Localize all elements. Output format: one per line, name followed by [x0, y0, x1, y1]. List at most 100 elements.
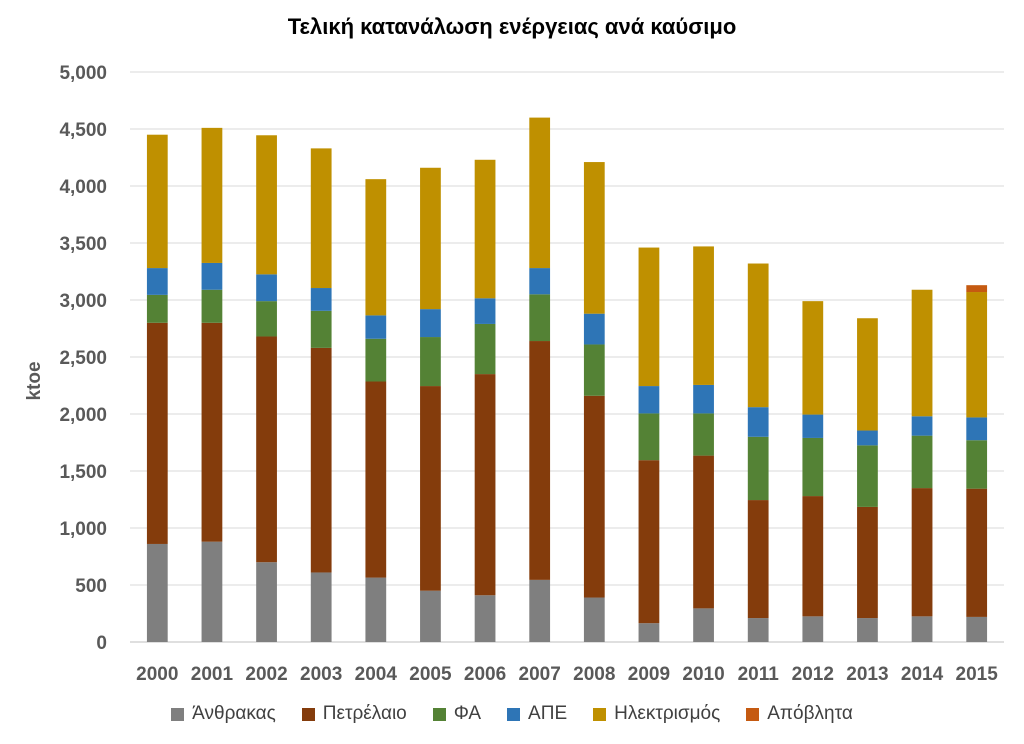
chart-title: Τελική κατανάλωση ενέργειας ανά καύσιμο	[287, 14, 737, 39]
bar-segment	[911, 435, 933, 489]
x-tick-label: 2012	[792, 664, 834, 685]
bar-segment	[638, 413, 660, 461]
legend-label: ΑΠΕ	[528, 703, 568, 724]
legend-label: Ηλεκτρισμός	[614, 703, 721, 724]
bar-segment	[365, 315, 387, 339]
bar-segment	[966, 292, 988, 418]
bar-segment	[857, 618, 878, 642]
bar-segment	[201, 262, 223, 290]
bar-segment	[420, 590, 441, 642]
x-tick-label: 2004	[355, 664, 398, 685]
bar-segment	[365, 179, 387, 316]
bar-segment	[474, 595, 496, 642]
bar-segment	[802, 616, 824, 642]
bar-segment	[146, 268, 168, 295]
legend: Άνθρακας Πετρέλαιο ΦΑ ΑΠΕ Ηλεκτρισμός Απόβλητ…	[0, 703, 1024, 725]
bar-segment	[857, 318, 878, 431]
bar-segment	[693, 455, 714, 609]
bar-segment	[365, 338, 387, 382]
bar-segment	[857, 506, 878, 619]
bar-segment	[420, 167, 441, 310]
legend-item: Ηλεκτρισμός	[593, 703, 720, 725]
bar-segment	[256, 562, 277, 642]
y-axis-title: ktoe	[24, 361, 45, 400]
bar-segment	[802, 301, 824, 415]
bar-segment	[693, 413, 714, 456]
legend-swatch	[432, 707, 446, 721]
bar-segment	[420, 309, 441, 338]
legend-item: Πετρέλαιο	[301, 703, 407, 725]
bar-segment	[802, 437, 824, 497]
bar-segment	[146, 294, 168, 323]
x-tick-label: 2003	[300, 664, 342, 685]
y-tick-label: 3,500	[59, 234, 107, 255]
y-tick-label: 1,500	[59, 462, 107, 483]
legend-label: ΦΑ	[453, 703, 482, 724]
y-tick-label: 4,000	[59, 177, 107, 198]
legend-item: ΑΠΕ	[507, 703, 567, 725]
bar-segment	[146, 543, 168, 642]
bar-segment	[420, 386, 441, 591]
bar-segment	[365, 577, 387, 642]
bar-segment	[857, 445, 878, 507]
bar-segment	[747, 618, 769, 642]
bar-segment	[802, 414, 824, 438]
legend-item: ΦΑ	[432, 703, 482, 725]
y-tick-label: 3,000	[59, 291, 107, 312]
bar-segment	[310, 288, 332, 311]
bar-segment	[146, 134, 168, 269]
bar-segment	[802, 496, 824, 617]
bar-segment	[420, 337, 441, 387]
legend-swatch	[301, 707, 315, 721]
x-tick-label: 2014	[901, 664, 944, 685]
x-tick-label: 2009	[628, 664, 670, 685]
bar-segment	[583, 395, 605, 598]
bar-segment	[747, 436, 769, 501]
x-tick-label: 2013	[846, 664, 888, 685]
legend-item: Απόβλητα	[746, 703, 853, 725]
x-tick-label: 2002	[245, 664, 287, 685]
bar-segment	[529, 117, 551, 269]
legend-label: Άνθρακας	[192, 703, 276, 724]
bar-segment	[747, 263, 769, 408]
legend-swatch	[507, 707, 521, 721]
bar-segment	[911, 416, 933, 436]
bar-segment	[638, 247, 660, 387]
bar-segment	[201, 289, 223, 323]
bar-segment	[966, 417, 988, 441]
bar-segment	[474, 159, 496, 299]
x-tick-label: 2015	[956, 664, 999, 685]
legend-swatch	[171, 707, 185, 721]
bar-segment	[911, 616, 933, 642]
x-tick-label: 2008	[573, 664, 615, 685]
y-tick-label: 2,500	[59, 348, 107, 369]
x-tick-label: 2011	[738, 664, 780, 685]
y-tick-label: 2,000	[59, 405, 107, 426]
x-tick-label: 2006	[464, 664, 506, 685]
bar-segment	[529, 268, 551, 295]
bar-segment	[693, 246, 714, 385]
bar-segment	[747, 500, 769, 619]
bar-segment	[201, 322, 223, 542]
bar-segment	[529, 341, 551, 580]
bar-segment	[966, 616, 988, 642]
bar-segment	[911, 488, 933, 617]
bar-segment	[747, 407, 769, 437]
legend-item: Άνθρακας	[171, 703, 276, 725]
x-tick-label: 2005	[409, 664, 452, 685]
legend-label: Απόβλητα	[767, 703, 853, 724]
x-tick-label: 2000	[136, 664, 178, 685]
bar-segment	[583, 313, 605, 345]
bar-segment	[583, 162, 605, 314]
bar-segment	[693, 384, 714, 414]
bar-segment	[583, 597, 605, 642]
bar-segment	[529, 294, 551, 342]
bar-segment	[201, 541, 223, 642]
y-tick-label: 5,000	[59, 63, 107, 84]
bar-segment	[638, 460, 660, 624]
bar-segment	[310, 572, 332, 642]
bar-segment	[365, 381, 387, 578]
bar-segment	[310, 310, 332, 348]
